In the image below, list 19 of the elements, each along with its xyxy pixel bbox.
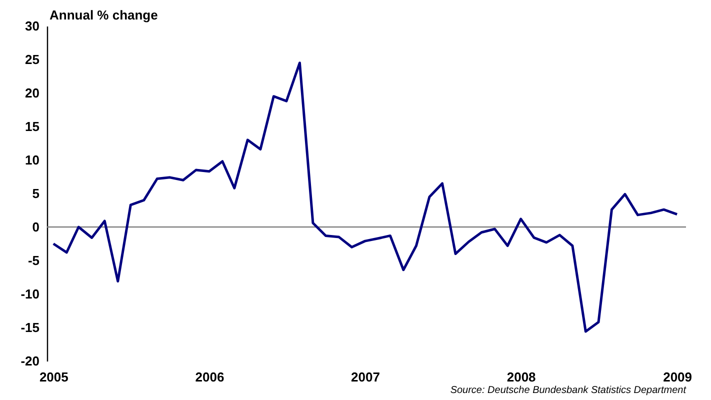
x-tick-label: 2009 — [663, 370, 692, 384]
x-tick-label: 2007 — [351, 370, 380, 384]
y-tick-label: 20 — [25, 86, 40, 100]
y-tick-label: -20 — [20, 354, 40, 368]
y-tick-label: -5 — [28, 253, 40, 268]
x-tick-label: 2005 — [39, 370, 68, 384]
x-tick-label: 2008 — [506, 370, 536, 384]
y-tick-label: 25 — [25, 52, 40, 67]
y-tick-label: -10 — [20, 286, 40, 302]
y-tick-label: -15 — [20, 320, 40, 335]
line-series — [52, 62, 678, 333]
y-tick-label: 15 — [25, 119, 40, 134]
y-tick-label: 10 — [25, 152, 40, 168]
y-tick-label: 30 — [25, 18, 40, 34]
y-axis-title: Annual % change — [50, 8, 158, 22]
y-tick-label: 5 — [32, 186, 40, 201]
source-note: Source: Deutsche Bundesbank Statistics Department — [450, 385, 688, 396]
x-tick-label: 2006 — [195, 370, 224, 384]
y-tick-label: 0 — [32, 220, 40, 234]
